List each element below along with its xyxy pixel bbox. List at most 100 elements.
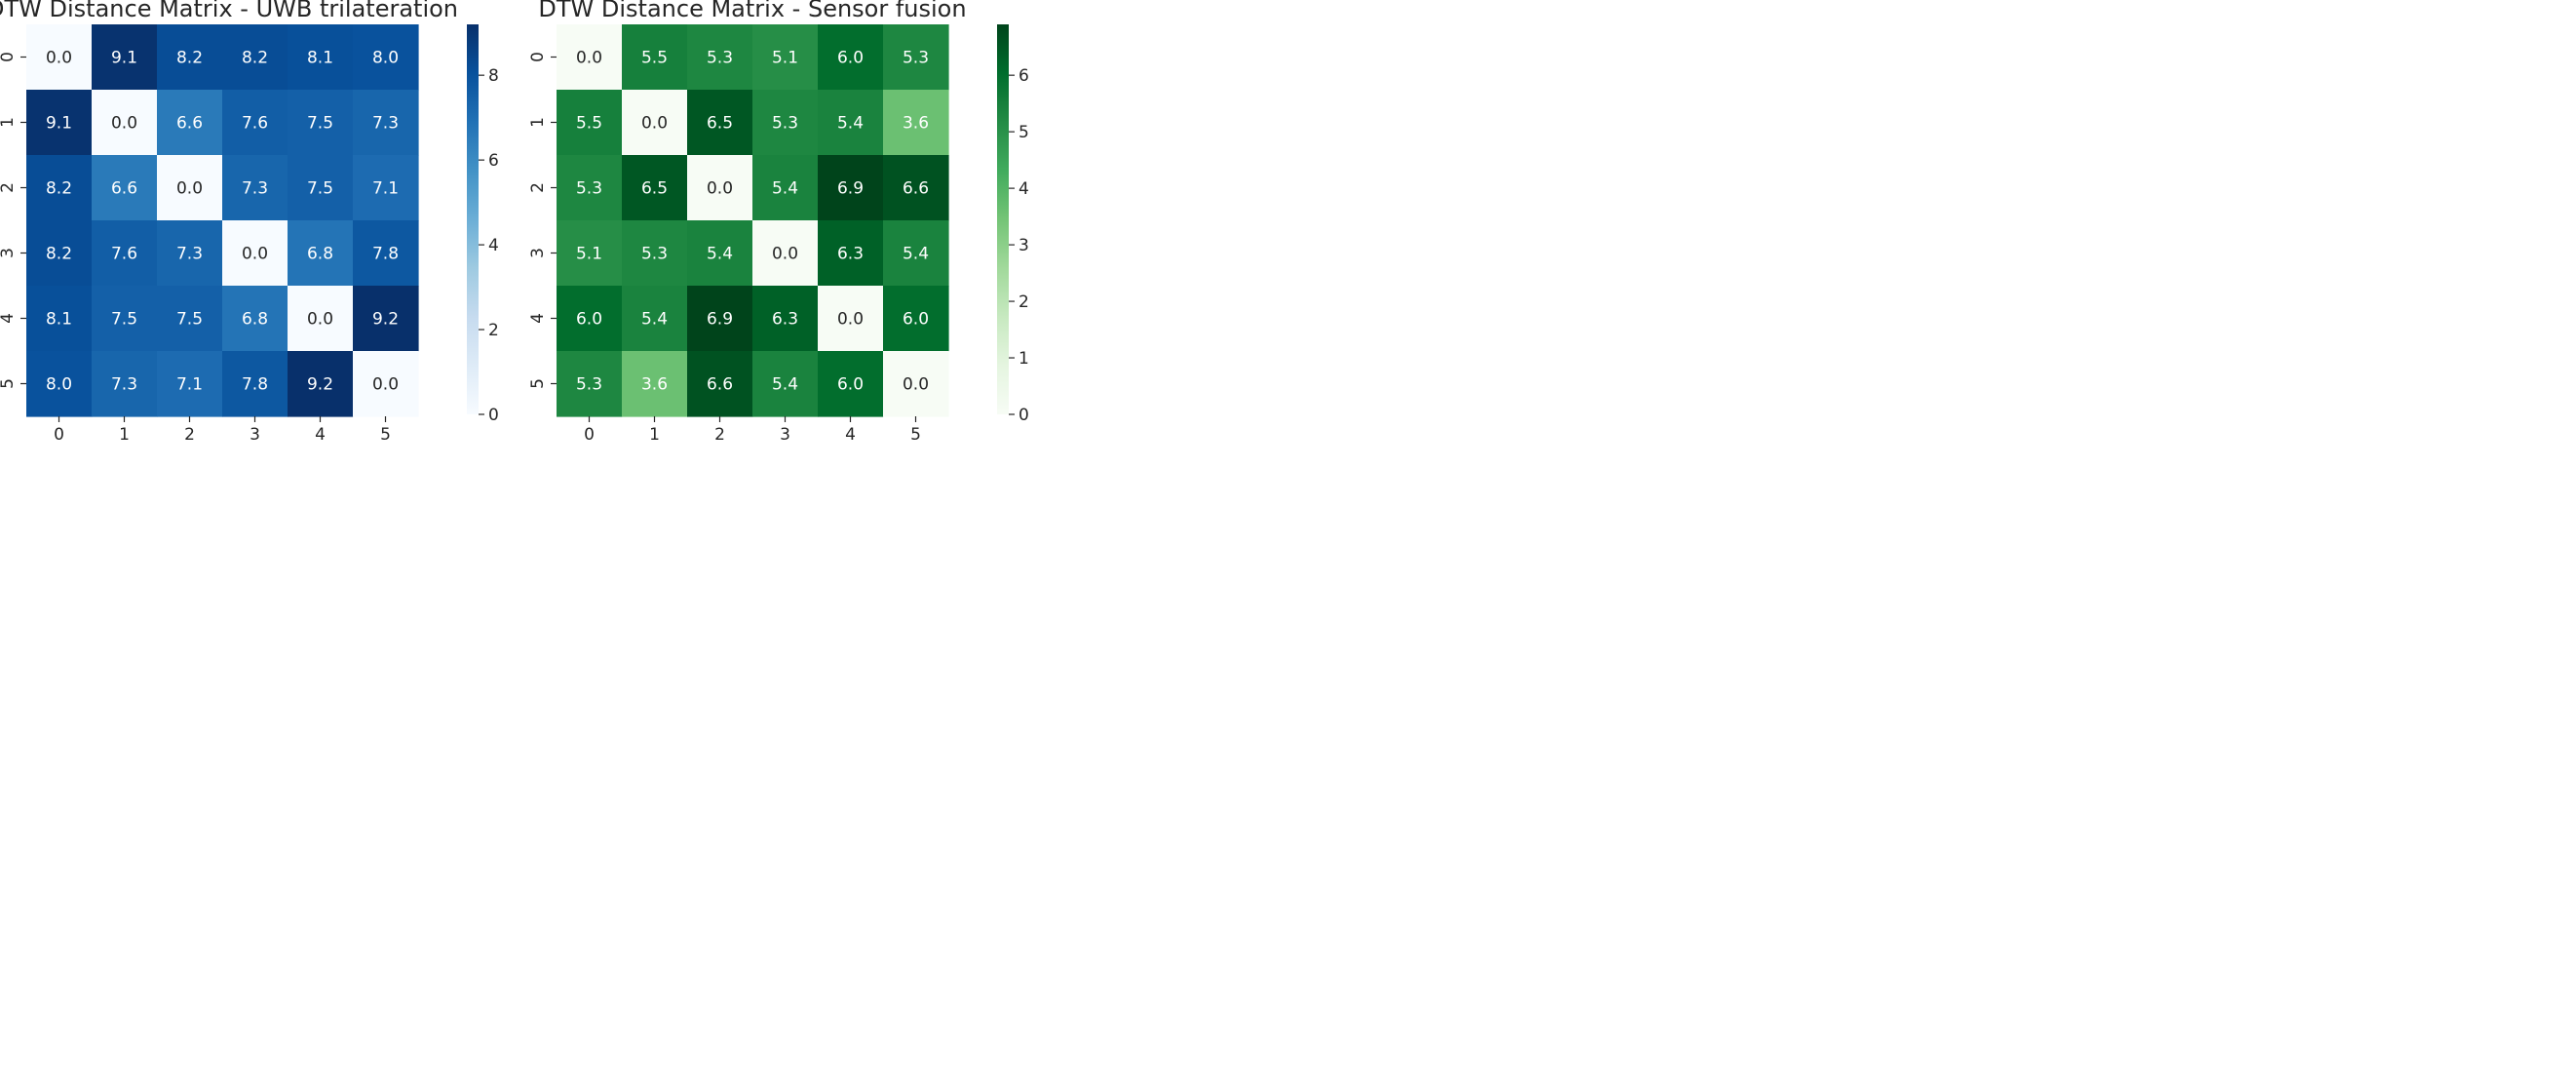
heatmap-cell: [26, 286, 93, 352]
chart-title: DTW Distance Matrix - Sensor fusion: [538, 0, 966, 22]
heatmap-cell: [752, 155, 819, 221]
y-tick-label: 4: [0, 313, 18, 324]
heatmap-cell: [687, 286, 753, 352]
x-tick-label: 2: [714, 425, 725, 445]
cell-annotation: 6.9: [707, 310, 733, 330]
cell-annotation: 3.6: [903, 114, 929, 134]
heatmap-cell: [222, 24, 288, 91]
cell-annotation: 6.0: [837, 49, 864, 68]
heatmap-cell: [157, 351, 223, 417]
heatmap-cell: [818, 24, 884, 91]
heatmap-cell: [752, 90, 819, 156]
heatmap-cell: [222, 286, 288, 352]
cell-annotation: 5.3: [772, 114, 798, 134]
cell-annotation: 5.1: [772, 49, 798, 68]
y-tick-label: 0: [528, 52, 548, 62]
cell-annotation: 6.5: [707, 114, 733, 134]
heatmap-cell: [26, 220, 93, 287]
colorbar-tick-label: 5: [1019, 123, 1029, 142]
heatmap-cell: [557, 24, 623, 91]
cell-annotation: 5.4: [903, 245, 929, 264]
cell-annotation: 0.0: [176, 179, 203, 199]
colorbar-tick-label: 2: [488, 321, 499, 340]
cell-annotation: 9.1: [46, 114, 72, 134]
heatmap-cell: [222, 220, 288, 287]
y-tick-label: 1: [0, 117, 18, 128]
x-tick-label: 1: [649, 425, 660, 445]
cell-annotation: 0.0: [837, 310, 864, 330]
x-tick-label: 1: [119, 425, 130, 445]
heatmap-cell: [222, 351, 288, 417]
colorbar-tick-label: 8: [488, 66, 499, 86]
y-tick-label: 0: [0, 52, 18, 62]
heatmap-cell: [883, 90, 949, 156]
heatmap-cell: [92, 155, 158, 221]
heatmap-cell: [353, 90, 419, 156]
heatmap-cell: [26, 155, 93, 221]
heatmap-cell: [818, 155, 884, 221]
cell-annotation: 8.0: [372, 49, 399, 68]
cell-annotation: 7.1: [176, 375, 203, 395]
y-tick-label: 4: [528, 313, 548, 324]
heatmap-cell: [157, 90, 223, 156]
cell-annotation: 7.1: [372, 179, 399, 199]
cell-annotation: 5.4: [641, 310, 668, 330]
cell-annotation: 7.8: [372, 245, 399, 264]
heatmap-cell: [883, 220, 949, 287]
cell-annotation: 5.4: [772, 375, 798, 395]
cell-annotation: 6.0: [903, 310, 929, 330]
cell-annotation: 6.6: [111, 179, 137, 199]
colorbar-tick-label: 1: [1019, 349, 1029, 369]
x-tick-label: 0: [584, 425, 595, 445]
heatmap-cell: [752, 220, 819, 287]
heatmap-cell: [92, 24, 158, 91]
heatmap-cell: [353, 24, 419, 91]
heatmap-cell: [752, 351, 819, 417]
cell-annotation: 7.8: [242, 375, 268, 395]
cell-annotation: 6.3: [837, 245, 864, 264]
cell-annotation: 0.0: [46, 49, 72, 68]
y-tick-label: 5: [528, 378, 548, 389]
y-tick-label: 2: [0, 182, 18, 193]
cell-annotation: 9.2: [307, 375, 333, 395]
cell-annotation: 8.2: [46, 179, 72, 199]
heatmap-cell: [288, 220, 354, 287]
cell-annotation: 6.6: [176, 114, 203, 134]
heatmap-cell: [622, 220, 688, 287]
y-tick-label: 5: [0, 378, 18, 389]
cell-annotation: 6.8: [242, 310, 268, 330]
x-tick-label: 0: [54, 425, 64, 445]
cell-annotation: 5.4: [772, 179, 798, 199]
cell-annotation: 7.5: [307, 179, 333, 199]
cell-annotation: 6.6: [903, 179, 929, 199]
cell-annotation: 7.5: [111, 310, 137, 330]
y-tick-label: 1: [528, 117, 548, 128]
heatmap-cell: [157, 220, 223, 287]
cell-annotation: 0.0: [903, 375, 929, 395]
heatmap-cell: [752, 24, 819, 91]
colorbar-tick-label: 0: [1019, 406, 1029, 425]
cell-annotation: 0.0: [707, 179, 733, 199]
cell-annotation: 5.5: [641, 49, 668, 68]
colorbar-tick-label: 2: [1019, 292, 1029, 312]
chart-title: DTW Distance Matrix - UWB trilateration: [0, 0, 458, 22]
colorbar-tick-label: 6: [488, 151, 499, 171]
heatmap-cell: [622, 90, 688, 156]
colorbar-tick-label: 0: [488, 406, 499, 425]
heatmap-cell: [157, 155, 223, 221]
y-tick-label: 3: [0, 248, 18, 258]
heatmap-cell: [883, 351, 949, 417]
heatmap-cell: [557, 351, 623, 417]
cell-annotation: 5.3: [576, 375, 602, 395]
heatmap-cell: [883, 286, 949, 352]
cell-annotation: 7.3: [176, 245, 203, 264]
heatmap-cell: [622, 155, 688, 221]
cell-annotation: 6.3: [772, 310, 798, 330]
cell-annotation: 0.0: [641, 114, 668, 134]
heatmap-cell: [557, 286, 623, 352]
colorbar-tick-label: 3: [1019, 236, 1029, 255]
heatmap-cell: [818, 286, 884, 352]
heatmap-uwb-trilateration: DTW Distance Matrix - UWB trilateration 0…: [0, 0, 499, 445]
heatmap-cell: [622, 24, 688, 91]
colorbar-tick-label: 4: [488, 236, 499, 255]
